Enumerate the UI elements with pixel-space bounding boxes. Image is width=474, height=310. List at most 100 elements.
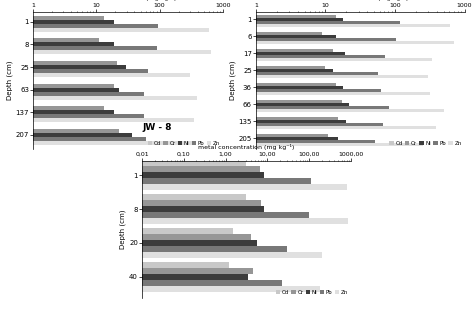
Bar	[0, 38, 396, 41]
Bar	[0, 89, 381, 92]
Bar	[0, 160, 246, 166]
Bar	[0, 28, 209, 32]
Y-axis label: Depth (cm): Depth (cm)	[229, 61, 236, 100]
Bar	[0, 57, 17, 61]
Bar	[0, 63, 227, 66]
Bar	[0, 88, 119, 92]
Bar	[0, 11, 29, 16]
Bar	[0, 58, 431, 61]
Bar	[0, 21, 400, 24]
Bar	[0, 51, 211, 55]
Bar	[0, 137, 337, 140]
Y-axis label: Depth (cm): Depth (cm)	[6, 61, 13, 100]
Bar	[0, 65, 126, 69]
Bar	[0, 80, 239, 83]
Bar	[0, 252, 322, 258]
Legend: Cd, Cr, Ni, Pb, Zn: Cd, Cr, Ni, Pb, Zn	[148, 141, 220, 146]
Bar	[0, 184, 347, 190]
Bar	[0, 73, 190, 77]
Bar	[0, 143, 423, 146]
X-axis label: metal concentration (mg kg⁻¹): metal concentration (mg kg⁻¹)	[312, 0, 409, 2]
Bar	[0, 131, 227, 134]
Bar	[0, 32, 322, 35]
Bar	[0, 200, 261, 206]
Bar	[0, 114, 144, 118]
Bar	[0, 234, 251, 240]
Bar	[0, 20, 114, 24]
Bar	[0, 102, 11, 106]
Bar	[0, 246, 287, 252]
Bar	[0, 228, 233, 234]
Bar	[0, 34, 25, 38]
Bar	[0, 212, 309, 218]
Bar	[0, 12, 251, 15]
Y-axis label: Depth (cm): Depth (cm)	[120, 210, 127, 249]
Bar	[0, 96, 197, 100]
Bar	[0, 178, 311, 184]
Bar	[0, 35, 336, 38]
Bar	[0, 24, 158, 28]
Bar	[0, 114, 239, 117]
Text: JW - 8: JW - 8	[142, 123, 172, 132]
Bar	[0, 75, 428, 78]
Bar	[0, 84, 114, 88]
Bar	[0, 46, 243, 49]
Bar	[0, 218, 348, 224]
Bar	[0, 194, 246, 200]
X-axis label: metal concentration (mg kg⁻¹): metal concentration (mg kg⁻¹)	[80, 0, 176, 2]
Bar	[0, 29, 243, 32]
Bar	[0, 42, 114, 46]
Bar	[0, 141, 192, 145]
Bar	[0, 55, 385, 58]
Bar	[0, 262, 229, 268]
Bar	[0, 286, 320, 292]
Legend: Cd, Cr, Ni, Pb, Zn: Cd, Cr, Ni, Pb, Zn	[276, 290, 348, 295]
Bar	[0, 97, 244, 100]
Bar	[0, 15, 336, 18]
Bar	[0, 92, 429, 95]
Bar	[0, 120, 346, 123]
Bar	[0, 110, 114, 114]
Bar	[0, 134, 328, 137]
Bar	[0, 61, 117, 65]
Bar	[0, 140, 375, 143]
Bar	[0, 72, 378, 75]
Bar	[0, 133, 132, 137]
Bar	[0, 123, 383, 126]
Bar	[0, 52, 345, 55]
Bar	[0, 172, 264, 178]
Bar	[0, 69, 148, 73]
Bar	[0, 126, 436, 129]
Bar	[0, 125, 7, 129]
Bar	[0, 66, 326, 69]
Bar	[0, 49, 333, 52]
Bar	[0, 38, 99, 42]
Bar	[0, 137, 146, 141]
Bar	[0, 166, 260, 172]
Bar	[0, 24, 450, 27]
Bar	[0, 41, 454, 44]
Bar	[0, 206, 264, 212]
Bar	[0, 80, 17, 84]
Bar	[0, 280, 282, 286]
Bar	[0, 103, 349, 106]
Bar	[0, 274, 248, 280]
Bar	[0, 118, 194, 122]
Bar	[0, 106, 389, 109]
Bar	[0, 69, 333, 72]
Bar	[0, 106, 104, 110]
Legend: Cd, Cr, Ni, Pb, Zn: Cd, Cr, Ni, Pb, Zn	[390, 141, 462, 146]
Bar	[0, 16, 104, 20]
Bar	[0, 268, 253, 274]
Bar	[0, 109, 444, 112]
X-axis label: metal concentration (mg kg⁻¹): metal concentration (mg kg⁻¹)	[198, 144, 295, 150]
Bar	[0, 83, 336, 86]
Bar	[0, 46, 157, 51]
Bar	[0, 240, 256, 246]
Bar	[0, 100, 341, 103]
Bar	[0, 92, 144, 96]
Bar	[0, 86, 343, 89]
Bar	[0, 18, 343, 21]
Bar	[0, 129, 119, 133]
Bar	[0, 117, 337, 120]
